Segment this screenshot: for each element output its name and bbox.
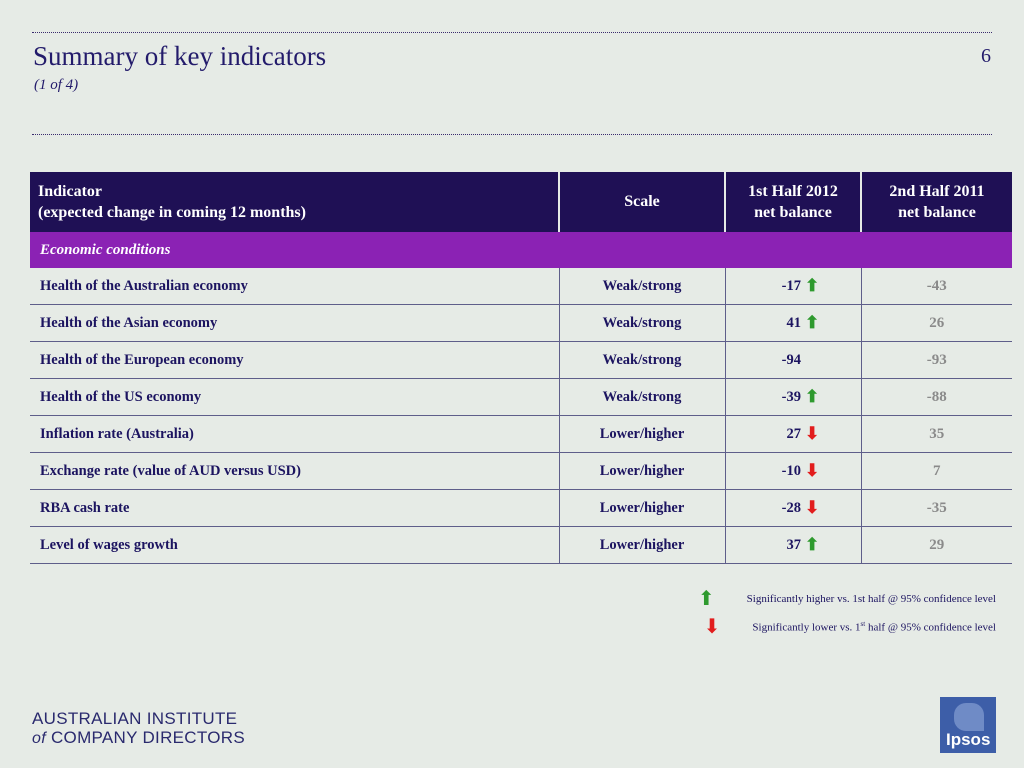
h1-2012-cell: -10 ⬇ <box>724 452 861 490</box>
aicd-logo: AUSTRALIAN INSTITUTE of COMPANY DIRECTOR… <box>32 709 245 748</box>
h2-2011-cell: 7 <box>860 452 1012 490</box>
ipsos-logo: Ipsos <box>940 697 996 753</box>
h1-2012-value: -39 <box>781 389 801 405</box>
h1-2012-value: -28 <box>781 500 801 516</box>
legend-higher: ⬆ Significantly higher vs. 1st half @ 95… <box>698 586 996 611</box>
aicd-logo-line1: AUSTRALIAN INSTITUTE <box>32 709 238 728</box>
table-row: RBA cash rate Lower/higher -28 ⬇ -35 <box>30 489 1012 527</box>
table-row: Health of the Australian economy Weak/str… <box>30 268 1012 305</box>
column-header-indicator: Indicator (expected change in coming 12 … <box>30 172 560 232</box>
table-row: Health of the US economy Weak/strong -39 ⬆ -… <box>30 378 1012 416</box>
legend-lower: ⬇ Significantly lower vs. 1st half @ 95%… <box>704 614 996 639</box>
indicator-cell: Health of the Australian economy <box>30 268 559 305</box>
scale-cell: Lower/higher <box>558 452 725 490</box>
legend-lower-pre: Significantly lower vs. 1 <box>752 621 861 634</box>
legend-lower-text: Significantly lower vs. 1st half @ 95% c… <box>752 620 996 634</box>
table-header-row: Indicator (expected change in coming 12 … <box>30 172 1012 232</box>
h1-2012-cell: 37 ⬆ <box>724 526 861 564</box>
h1-2012-value: -94 <box>781 351 801 368</box>
h1-header-line1: 1st Half 2012 <box>748 183 838 200</box>
scale-cell: Weak/strong <box>558 378 725 416</box>
indicator-header-line2: (expected change in coming 12 months) <box>38 204 306 221</box>
table-row: Health of the European economy Weak/stron… <box>30 341 1012 379</box>
h1-2012-value: 27 <box>786 426 802 442</box>
h2-2011-cell: 29 <box>860 526 1012 564</box>
indicator-cell: Health of the US economy <box>30 378 559 416</box>
h2-2011-cell: -88 <box>860 378 1012 416</box>
indicator-header-line1: Indicator <box>38 183 102 200</box>
green-up-arrow-icon: ⬆ <box>805 387 820 406</box>
indicator-cell: Exchange rate (value of AUD versus USD) <box>30 452 559 490</box>
scale-cell: Weak/strong <box>558 341 725 379</box>
green-up-arrow-icon: ⬆ <box>805 276 820 295</box>
indicator-cell: Level of wages growth <box>30 526 559 564</box>
column-header-scale: Scale <box>559 172 726 232</box>
aicd-logo-of: of <box>32 730 46 747</box>
page-number: 6 <box>981 45 991 67</box>
h1-2012-value: 41 <box>786 315 802 331</box>
h2-2011-cell: 35 <box>860 415 1012 453</box>
h2-2011-cell: 26 <box>860 304 1012 342</box>
section-label: Economic conditions <box>30 232 1012 268</box>
green-up-arrow-icon: ⬆ <box>697 588 715 610</box>
h1-2012-cell: 27 ⬇ <box>724 415 861 453</box>
indicators-table: Indicator (expected change in coming 12 … <box>30 172 1012 564</box>
red-down-arrow-icon: ⬇ <box>805 461 820 480</box>
h1-header-line2: net balance <box>754 204 832 221</box>
ipsos-logo-shape-icon <box>954 703 984 731</box>
indicator-cell: Inflation rate (Australia) <box>30 415 559 453</box>
indicator-cell: RBA cash rate <box>30 489 559 527</box>
page-title: Summary of key indicators <box>33 41 327 71</box>
h2-2011-cell: -43 <box>860 268 1012 305</box>
h1-2012-cell: -39 ⬆ <box>724 378 861 416</box>
top-divider <box>32 32 992 33</box>
indicator-cell: Health of the European economy <box>30 341 559 379</box>
h2-2011-cell: -93 <box>860 341 1012 379</box>
column-header-1st-half-2012: 1st Half 2012 net balance <box>725 172 862 232</box>
h2-header-line1: 2nd Half 2011 <box>889 183 985 200</box>
scale-cell: Weak/strong <box>558 268 725 305</box>
h1-2012-cell: -17 ⬆ <box>724 268 861 305</box>
red-down-arrow-icon: ⬇ <box>805 498 820 517</box>
red-down-arrow-icon: ⬇ <box>703 616 721 638</box>
h1-2012-cell: -94 <box>724 341 861 379</box>
indicator-cell: Health of the Asian economy <box>30 304 559 342</box>
scale-cell: Lower/higher <box>558 526 725 564</box>
h1-2012-cell: 41 ⬆ <box>724 304 861 342</box>
column-header-2nd-half-2011: 2nd Half 2011 net balance <box>861 172 1012 232</box>
h1-2012-value: 37 <box>786 537 802 553</box>
aicd-logo-company: COMPANY DIRECTORS <box>45 728 245 747</box>
scale-cell: Weak/strong <box>558 304 725 342</box>
h2-header-line2: net balance <box>898 204 976 221</box>
table-row: Health of the Asian economy Weak/strong 41… <box>30 304 1012 342</box>
aicd-logo-line2: of COMPANY DIRECTORS <box>32 728 245 748</box>
legend-higher-text: Significantly higher vs. 1st half @ 95% … <box>746 592 996 605</box>
bottom-divider <box>32 134 992 135</box>
h1-2012-value: -10 <box>781 463 801 479</box>
section-row-economic-conditions: Economic conditions <box>30 232 1012 268</box>
table-row: Inflation rate (Australia) Lower/higher 27… <box>30 415 1012 453</box>
scale-cell: Lower/higher <box>558 415 725 453</box>
ipsos-logo-text: Ipsos <box>946 730 991 749</box>
table-row: Exchange rate (value of AUD versus USD) L… <box>30 452 1012 490</box>
h2-2011-cell: -35 <box>860 489 1012 527</box>
page-subtitle: (1 of 4) <box>34 77 79 93</box>
h1-2012-cell: -28 ⬇ <box>724 489 861 527</box>
green-up-arrow-icon: ⬆ <box>805 313 820 332</box>
h1-2012-value: -17 <box>781 278 801 294</box>
green-up-arrow-icon: ⬆ <box>805 535 820 554</box>
legend-lower-post: half @ 95% confidence level <box>865 621 996 634</box>
scale-cell: Lower/higher <box>558 489 725 527</box>
legend-lower-sup: st <box>860 619 866 628</box>
red-down-arrow-icon: ⬇ <box>805 424 820 443</box>
table-row: Level of wages growth Lower/higher 37 ⬆ 29 <box>30 526 1012 564</box>
